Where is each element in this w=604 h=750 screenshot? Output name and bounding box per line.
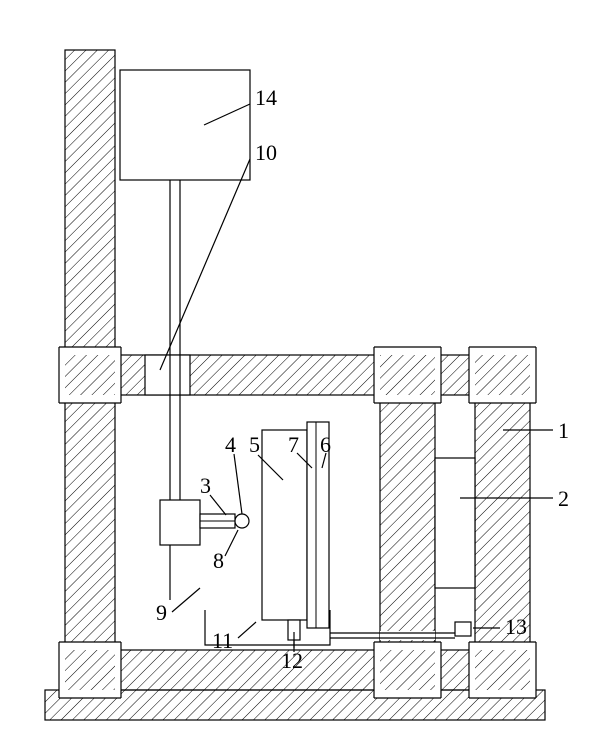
label-7: 7 bbox=[288, 432, 299, 458]
label-11: 11 bbox=[212, 628, 233, 654]
shaft-hole-in-beam bbox=[145, 355, 190, 395]
label-5: 5 bbox=[249, 432, 260, 458]
motor-box bbox=[120, 70, 250, 180]
cavity-2 bbox=[435, 458, 475, 588]
actuator-block bbox=[160, 500, 200, 545]
label-9: 9 bbox=[156, 600, 167, 626]
label-13: 13 bbox=[505, 614, 527, 640]
label-14: 14 bbox=[255, 85, 277, 111]
probe-ball bbox=[235, 514, 249, 528]
label-8: 8 bbox=[213, 548, 224, 574]
label-2: 2 bbox=[558, 486, 569, 512]
label-3: 3 bbox=[200, 473, 211, 499]
label-6: 6 bbox=[320, 432, 331, 458]
label-12: 12 bbox=[281, 648, 303, 674]
label-4: 4 bbox=[225, 432, 236, 458]
bottom-beam bbox=[115, 650, 530, 690]
label-10: 10 bbox=[255, 140, 277, 166]
engineering-diagram: 14 10 1 2 4 5 7 6 3 8 9 11 12 13 bbox=[0, 0, 604, 750]
plate-5 bbox=[262, 430, 307, 620]
sensor-13 bbox=[455, 622, 471, 636]
label-1: 1 bbox=[558, 418, 569, 444]
